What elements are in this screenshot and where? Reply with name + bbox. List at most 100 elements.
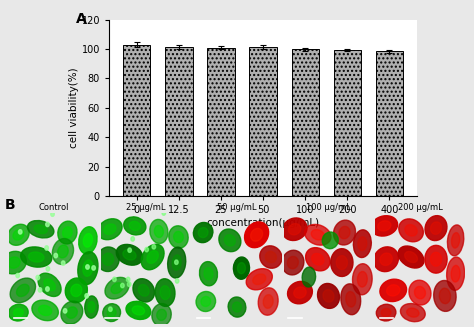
Ellipse shape — [311, 230, 324, 240]
Ellipse shape — [38, 288, 42, 292]
Ellipse shape — [128, 248, 131, 252]
Ellipse shape — [193, 222, 213, 243]
Ellipse shape — [104, 224, 116, 234]
Ellipse shape — [312, 253, 324, 265]
Ellipse shape — [439, 288, 450, 304]
Ellipse shape — [86, 265, 89, 269]
Ellipse shape — [58, 245, 68, 258]
Ellipse shape — [282, 218, 307, 240]
Ellipse shape — [407, 308, 419, 317]
Ellipse shape — [152, 245, 155, 249]
Ellipse shape — [434, 281, 456, 311]
Ellipse shape — [322, 232, 338, 249]
Ellipse shape — [173, 232, 183, 243]
Ellipse shape — [398, 246, 424, 268]
Bar — [334, 50, 361, 196]
Ellipse shape — [339, 226, 350, 239]
Ellipse shape — [132, 306, 145, 315]
Ellipse shape — [200, 262, 218, 286]
Ellipse shape — [121, 283, 124, 288]
Ellipse shape — [414, 286, 426, 299]
Ellipse shape — [233, 302, 241, 312]
Ellipse shape — [374, 247, 399, 272]
Ellipse shape — [425, 245, 447, 273]
Ellipse shape — [155, 225, 164, 237]
Ellipse shape — [174, 260, 178, 265]
Ellipse shape — [147, 250, 158, 264]
Ellipse shape — [1, 251, 27, 274]
Ellipse shape — [306, 248, 330, 271]
Ellipse shape — [13, 308, 23, 317]
Ellipse shape — [353, 264, 372, 295]
Ellipse shape — [260, 246, 282, 268]
Title: Control: Control — [39, 203, 69, 212]
Ellipse shape — [155, 279, 175, 306]
Ellipse shape — [66, 307, 77, 318]
Bar — [207, 48, 235, 196]
Ellipse shape — [451, 266, 460, 282]
Ellipse shape — [175, 279, 179, 283]
Ellipse shape — [107, 308, 116, 317]
Bar — [123, 44, 150, 196]
Ellipse shape — [10, 278, 36, 303]
Ellipse shape — [162, 211, 165, 215]
Ellipse shape — [305, 224, 331, 245]
Ellipse shape — [98, 219, 122, 240]
Ellipse shape — [237, 263, 246, 274]
Text: B: B — [5, 198, 15, 212]
Ellipse shape — [258, 288, 278, 315]
Ellipse shape — [102, 253, 114, 266]
Ellipse shape — [294, 287, 306, 298]
Ellipse shape — [63, 227, 72, 238]
Ellipse shape — [219, 229, 241, 252]
Ellipse shape — [152, 303, 171, 326]
Ellipse shape — [54, 253, 57, 258]
Ellipse shape — [9, 304, 28, 321]
Ellipse shape — [128, 282, 131, 286]
Ellipse shape — [138, 284, 149, 296]
Ellipse shape — [52, 238, 73, 265]
Ellipse shape — [16, 273, 19, 278]
Ellipse shape — [8, 257, 20, 268]
Ellipse shape — [323, 290, 334, 302]
Ellipse shape — [46, 222, 49, 227]
Ellipse shape — [62, 261, 65, 265]
Ellipse shape — [172, 255, 181, 270]
Ellipse shape — [357, 271, 367, 287]
Ellipse shape — [405, 251, 418, 263]
Ellipse shape — [71, 284, 82, 297]
Title: 50 μg/mL: 50 μg/mL — [217, 203, 257, 212]
Bar — [165, 47, 192, 196]
Ellipse shape — [196, 291, 216, 312]
Ellipse shape — [302, 267, 316, 287]
Ellipse shape — [160, 286, 170, 300]
Ellipse shape — [150, 219, 168, 244]
Ellipse shape — [447, 257, 465, 290]
Ellipse shape — [245, 222, 269, 248]
Ellipse shape — [88, 301, 95, 313]
Ellipse shape — [169, 226, 188, 248]
Ellipse shape — [452, 232, 460, 248]
Ellipse shape — [123, 250, 136, 260]
Ellipse shape — [381, 308, 391, 317]
Ellipse shape — [116, 244, 143, 265]
Ellipse shape — [265, 251, 276, 263]
Ellipse shape — [378, 221, 391, 231]
Ellipse shape — [346, 292, 356, 307]
Ellipse shape — [334, 220, 356, 245]
Ellipse shape — [78, 252, 98, 284]
Text: A: A — [76, 12, 87, 26]
Ellipse shape — [145, 248, 148, 252]
Ellipse shape — [21, 247, 52, 267]
Ellipse shape — [51, 212, 55, 216]
Ellipse shape — [18, 230, 22, 234]
Ellipse shape — [38, 273, 61, 297]
Ellipse shape — [38, 305, 52, 316]
Ellipse shape — [61, 301, 83, 324]
Ellipse shape — [8, 224, 29, 245]
Ellipse shape — [387, 285, 400, 296]
Y-axis label: cell viability(%): cell viability(%) — [69, 68, 79, 148]
Ellipse shape — [131, 237, 135, 241]
Ellipse shape — [133, 279, 155, 302]
Ellipse shape — [358, 237, 367, 250]
